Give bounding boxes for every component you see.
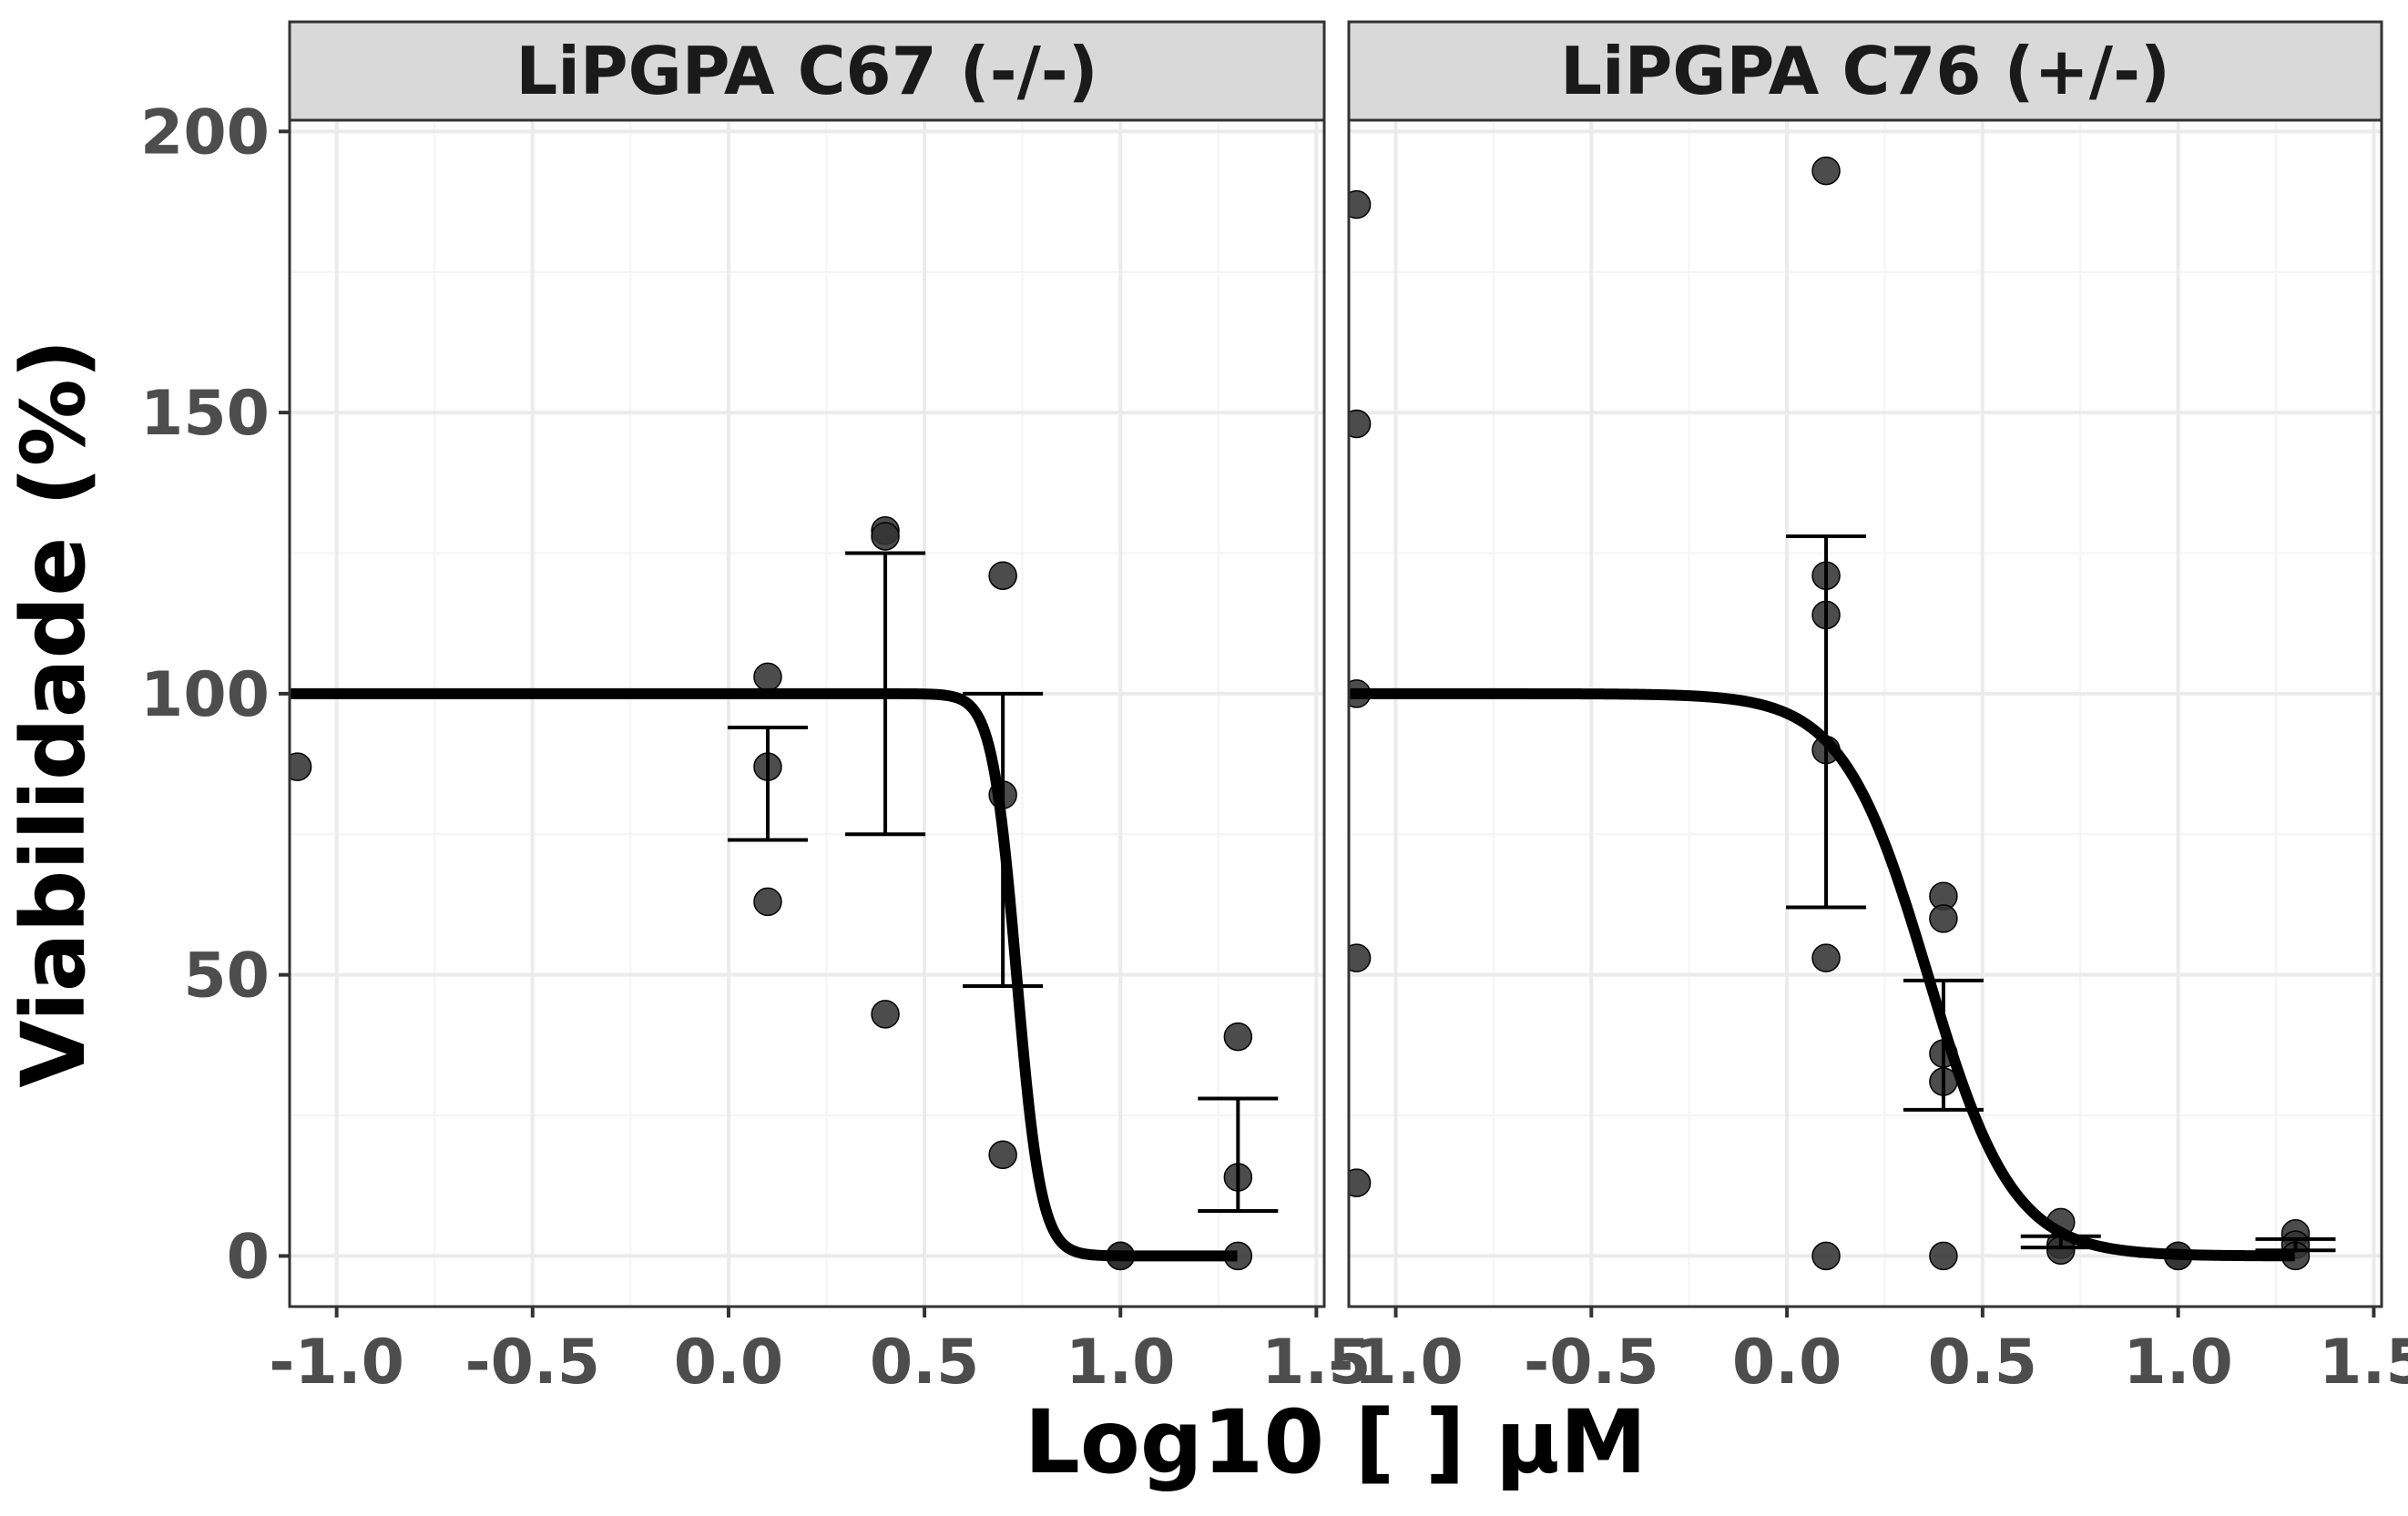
panel-2: LiPGPA C76 (+/-) -1.0 -0.5 0.0 0.5 1.0 1.5	[1328, 20, 2408, 1399]
error-bar	[2255, 1236, 2336, 1253]
x-tick-label: 1.0	[1066, 1327, 1175, 1399]
panel-title: LiPGPA C67 (-/-)	[515, 33, 1097, 109]
strip-background	[288, 20, 1326, 122]
y-tick-label: 50	[183, 941, 270, 1012]
panel-background	[1349, 120, 2382, 1307]
x-tick-label: 0.0	[1732, 1327, 1842, 1399]
data-point	[1811, 1241, 1841, 1271]
y-axis: 0 50 100 150 200	[140, 97, 290, 1293]
x-tick-label: 1.5	[2319, 1327, 2408, 1399]
fitted-curve	[290, 687, 1241, 1262]
data-point	[290, 752, 312, 781]
panel-background	[290, 120, 1324, 1307]
y-axis-title: Viabilidade (%)	[3, 339, 105, 1087]
y-tick-label: 150	[140, 378, 270, 450]
data-point	[1929, 904, 1958, 933]
error-bar	[1786, 534, 1867, 910]
data-point	[753, 662, 782, 692]
y-tick-label: 0	[227, 1221, 270, 1293]
x-axis-title: Log10 [ ] µM	[1025, 1391, 1648, 1493]
y-tick-label: 200	[140, 97, 270, 168]
data-point	[1811, 156, 1841, 186]
x-tick-label: 0.5	[870, 1327, 979, 1399]
error-bar	[1198, 1096, 1279, 1214]
marks	[290, 516, 1279, 1271]
x-tick-label: -1.0	[1328, 1327, 1464, 1399]
data-point	[1349, 943, 1372, 972]
x-tick-label: 1.0	[2123, 1327, 2232, 1399]
panel-1: LiPGPA C67 (-/-) -1.0 -0.5 0.0 0.5 1.0 1.5	[269, 20, 1372, 1399]
data-point	[753, 887, 782, 917]
x-tick-label: 0.0	[674, 1327, 783, 1399]
data-point	[871, 1000, 900, 1029]
data-point	[1349, 1168, 1372, 1197]
error-bar	[1903, 978, 1984, 1112]
marks	[1349, 156, 2336, 1271]
x-tick-label: 0.5	[1928, 1327, 2037, 1399]
data-point	[1929, 1241, 1958, 1271]
panels-layer: LiPGPA C67 (-/-)-1.0 -0.5 0.0 0.5 1.0 1.5LiPG…	[269, 20, 2408, 1399]
error-bar	[2020, 1234, 2101, 1250]
x-tick-label: -0.5	[464, 1327, 600, 1399]
data-point	[988, 1140, 1017, 1170]
error-bar	[727, 725, 808, 842]
data-point	[1349, 189, 1372, 219]
x-tick-label: -0.5	[1524, 1327, 1659, 1399]
data-point	[1811, 943, 1841, 972]
x-tick-label: 1.5	[1261, 1327, 1371, 1399]
error-bar	[963, 691, 1044, 989]
panel-title: LiPGPA C76 (+/-)	[1560, 33, 2170, 109]
x-axis-ticks: -1.0 -0.5 0.0 0.5 1.0 1.5	[1328, 1307, 2408, 1399]
data-point	[988, 561, 1017, 590]
data-point	[1223, 1022, 1253, 1052]
x-tick-label: -1.0	[269, 1327, 404, 1399]
x-axis-ticks: -1.0 -0.5 0.0 0.5 1.0 1.5	[269, 1307, 1372, 1399]
fitted-curve	[1349, 687, 2299, 1262]
data-point	[1349, 409, 1372, 439]
data-point	[871, 522, 900, 551]
error-bar	[845, 551, 926, 837]
y-tick-label: 100	[140, 659, 270, 731]
strip-background	[1347, 20, 2383, 122]
